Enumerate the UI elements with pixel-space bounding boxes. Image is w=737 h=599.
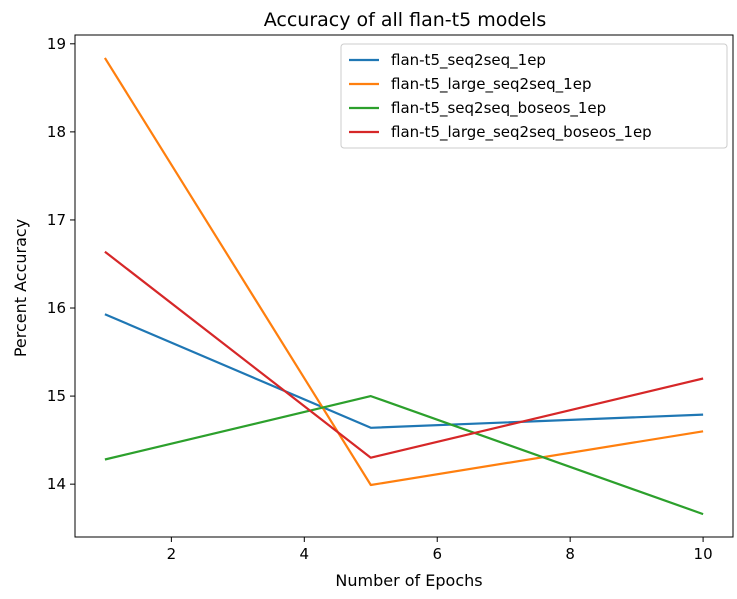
legend: flan-t5_seq2seq_1ep flan-t5_large_seq2seq…: [340, 43, 728, 149]
x-tick-label: 2: [167, 545, 177, 563]
plot-lines: [103, 57, 704, 516]
axes-frame: [74, 34, 734, 538]
legend-entry: flan-t5_large_seq2seq_boseos_1ep: [391, 123, 652, 142]
x-axis-label: Number of Epochs: [335, 571, 482, 590]
y-tick-label: 17: [47, 211, 66, 229]
x-tick-label: 10: [694, 545, 713, 563]
chart-title: Accuracy of all flan-t5 models: [264, 9, 547, 31]
x-tick-label: 6: [432, 545, 442, 563]
x-tick-label: 4: [300, 545, 310, 563]
series-line-1: [104, 313, 704, 429]
x-axis-ticks: 2 4 6 8 10: [167, 537, 713, 563]
y-tick-label: 15: [47, 387, 66, 405]
series-line-3: [104, 395, 704, 516]
legend-box: [340, 43, 728, 149]
y-tick-label: 18: [47, 123, 66, 141]
y-tick-label: 19: [47, 35, 66, 53]
series-line-4: [104, 250, 704, 459]
y-axis-label: Percent Accuracy: [11, 219, 30, 357]
y-tick-label: 14: [47, 475, 66, 493]
y-tick-label: 16: [47, 299, 66, 317]
y-axis-ticks: 14 15 16 17 18 19: [47, 35, 75, 493]
legend-entry: flan-t5_seq2seq_boseos_1ep: [391, 99, 606, 118]
x-tick-label: 8: [565, 545, 575, 563]
legend-entry: flan-t5_seq2seq_1ep: [391, 51, 546, 70]
series-line-2: [103, 57, 704, 487]
legend-entry: flan-t5_large_seq2seq_1ep: [391, 75, 591, 94]
